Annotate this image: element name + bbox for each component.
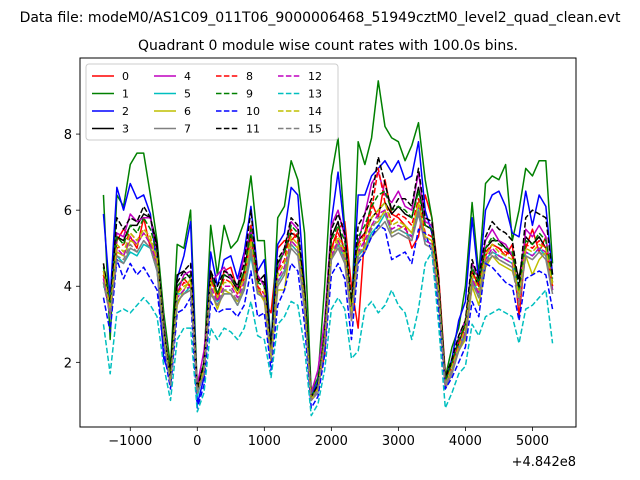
x-tick-label: 3000 [382,434,415,449]
series-line-13 [102,251,554,417]
legend-label-8: 8 [246,70,253,83]
legend-label-14: 14 [308,105,322,118]
y-axis: 2 4 6 8 [64,128,80,371]
figure-suptitle: Data file: modeM0/AS1C09_011T06_90000064… [20,10,621,26]
legend-label-7: 7 [184,123,191,136]
legend-label-13: 13 [308,88,322,101]
legend-label-5: 5 [184,88,191,101]
series-line-11 [102,156,554,398]
series-line-14 [102,201,554,402]
x-tick-label: 5000 [516,434,549,449]
x-axis: −1000 0 1000 2000 3000 4000 5000 [108,427,549,449]
x-tick-label: 0 [193,434,201,449]
legend-label-15: 15 [308,123,322,136]
x-tick-label: 1000 [248,434,281,449]
legend-label-9: 9 [246,88,253,101]
legend-label-12: 12 [308,70,322,83]
series-line-1 [102,80,554,394]
legend-label-3: 3 [122,123,129,136]
legend-label-11: 11 [246,123,260,136]
series-layer [102,80,554,417]
x-tick-label: −1000 [108,434,152,449]
series-line-15 [102,209,554,402]
legend-label-6: 6 [184,105,191,118]
legend-label-2: 2 [122,105,129,118]
axes-frame [79,57,577,428]
legend-label-0: 0 [122,70,129,83]
y-tick-label: 6 [64,204,72,219]
y-tick-label: 4 [64,280,72,295]
legend-label-10: 10 [246,105,260,118]
series-line-9 [102,190,554,398]
x-tick-label: 2000 [315,434,348,449]
chart-title: Quadrant 0 module wise count rates with … [138,38,518,54]
series-line-10 [102,224,554,409]
x-axis-offset-label: +4.842e8 [512,455,576,470]
y-tick-label: 8 [64,128,72,143]
legend-label-1: 1 [122,88,129,101]
y-tick-label: 2 [64,356,72,371]
legend-label-4: 4 [184,70,191,83]
x-tick-label: 4000 [449,434,482,449]
legend-box [85,63,339,141]
